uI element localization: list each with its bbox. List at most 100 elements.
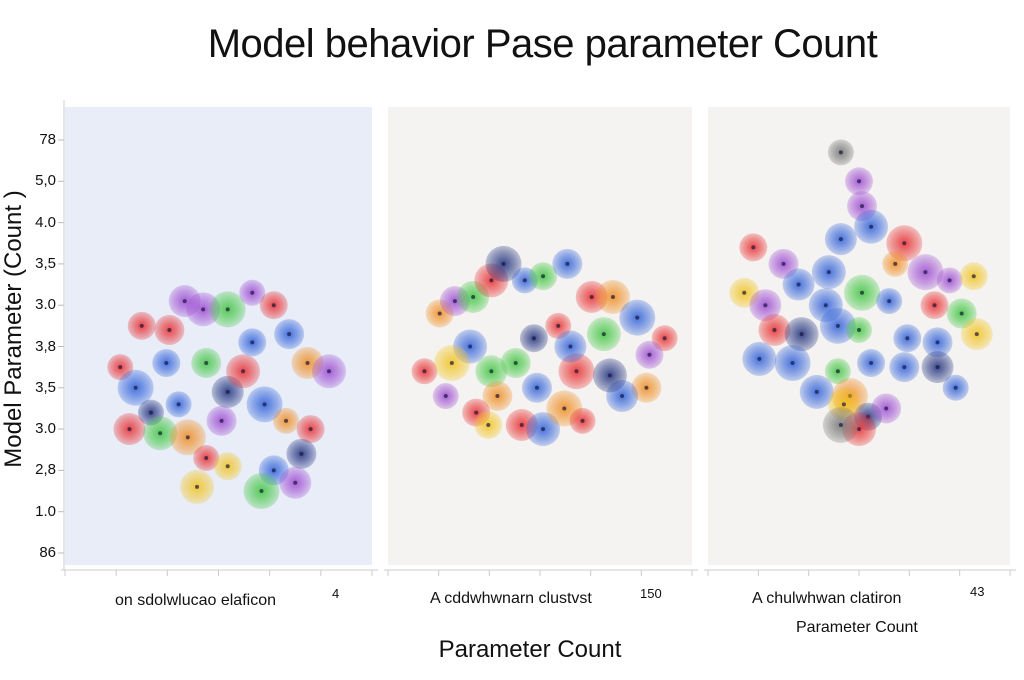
data-point-center [225,307,230,312]
data-point-center [772,327,777,332]
data-point-center [489,278,494,283]
data-point-center [148,410,153,415]
data-point-center [601,332,606,337]
y-tick-label: 4.0 [35,213,56,231]
data-point-center [959,311,964,316]
data-point-center [287,332,292,337]
data-point-center [814,389,819,394]
data-point-center [841,402,846,407]
data-point-center [751,245,756,250]
data-point-center [790,361,795,366]
data-point-center [164,361,169,366]
data-point-center [219,418,224,423]
data-point-center [471,294,476,299]
data-point-center [204,456,209,461]
data-point-center [127,427,132,432]
data-point-center [893,261,898,266]
data-point-center [923,270,928,275]
data-point-center [781,261,786,266]
data-point-center [486,422,491,427]
data-point-center [562,406,567,411]
panel-3-sublabel: Parameter Count [796,619,918,636]
panel-1-corner-value: 4 [332,586,340,601]
data-point-center [826,270,831,275]
data-point-center [887,299,892,304]
data-point-center [299,451,304,456]
panel-1 [61,107,378,576]
data-point-center [271,303,276,308]
data-point-center [835,323,840,328]
data-point-center [869,224,874,229]
data-point-center [796,282,801,287]
data-point-center [574,369,579,374]
data-point-center [204,361,209,366]
data-point-center [662,336,667,341]
data-point-center [742,290,747,295]
data-point-center [250,290,255,295]
data-point-center [857,327,861,332]
y-tick-label: 3,8 [35,337,56,355]
data-point-center [531,336,536,341]
y-tick-label: 86 [39,544,56,561]
data-point-center [644,385,649,390]
data-point-center [308,427,313,432]
data-point-center [241,369,246,374]
data-point-center [799,332,804,337]
data-point-center [284,418,289,423]
x-axis-label: Parameter Count [438,636,622,663]
data-point-center [293,480,298,485]
data-point-center [468,344,473,349]
data-point-center [534,385,539,390]
y-tick-label: 3.0 [35,296,56,314]
data-point-center [167,327,172,332]
panel-3 [704,107,1016,576]
data-point-center [541,427,546,432]
data-point-center [884,406,889,411]
data-point-center [565,261,570,266]
data-point-center [823,303,828,308]
data-point-center [935,340,940,345]
y-tick-label: 3.0 [35,420,56,438]
data-point-center [513,361,518,366]
data-point-center [443,394,448,399]
data-point-center [932,303,937,308]
data-point-center [860,290,865,295]
panel-2-label: A cddwhwnarn clustvst [430,590,592,607]
data-point-center [947,278,952,283]
data-point-center [835,369,840,374]
data-point-center [860,204,865,209]
data-point-center [195,484,200,489]
data-point-center [489,369,494,374]
data-point-center [305,361,310,366]
data-point-center [422,369,427,374]
data-point-center [201,307,206,312]
data-point-center [556,323,561,328]
y-tick-label: 3,5 [35,378,56,396]
data-point-center [838,237,843,242]
data-point-center [225,464,230,469]
y-tick-label: 2,8 [35,461,56,479]
data-point-center [647,352,652,357]
data-point-center [838,150,843,155]
data-point-center [541,274,546,279]
data-point-center [607,373,612,378]
data-point-center [757,356,762,361]
data-point-center [568,344,573,349]
data-point-center [158,431,163,436]
data-point-center [589,294,594,299]
data-point-center [580,418,585,423]
data-point-center [635,315,640,320]
data-point-center [271,468,276,473]
data-point-center [610,294,615,299]
data-point-center [133,385,138,390]
data-point-center [452,299,457,304]
panel-3-label: A chulwhwan clatiron [752,590,902,607]
panel-1-label: on sdolwlucao elaficon [115,592,276,609]
data-point-center [838,422,843,427]
data-point-center [620,394,625,399]
data-point-center [501,261,506,266]
data-point-center [327,369,332,374]
data-point-center [474,410,479,415]
data-point-center [763,303,768,308]
